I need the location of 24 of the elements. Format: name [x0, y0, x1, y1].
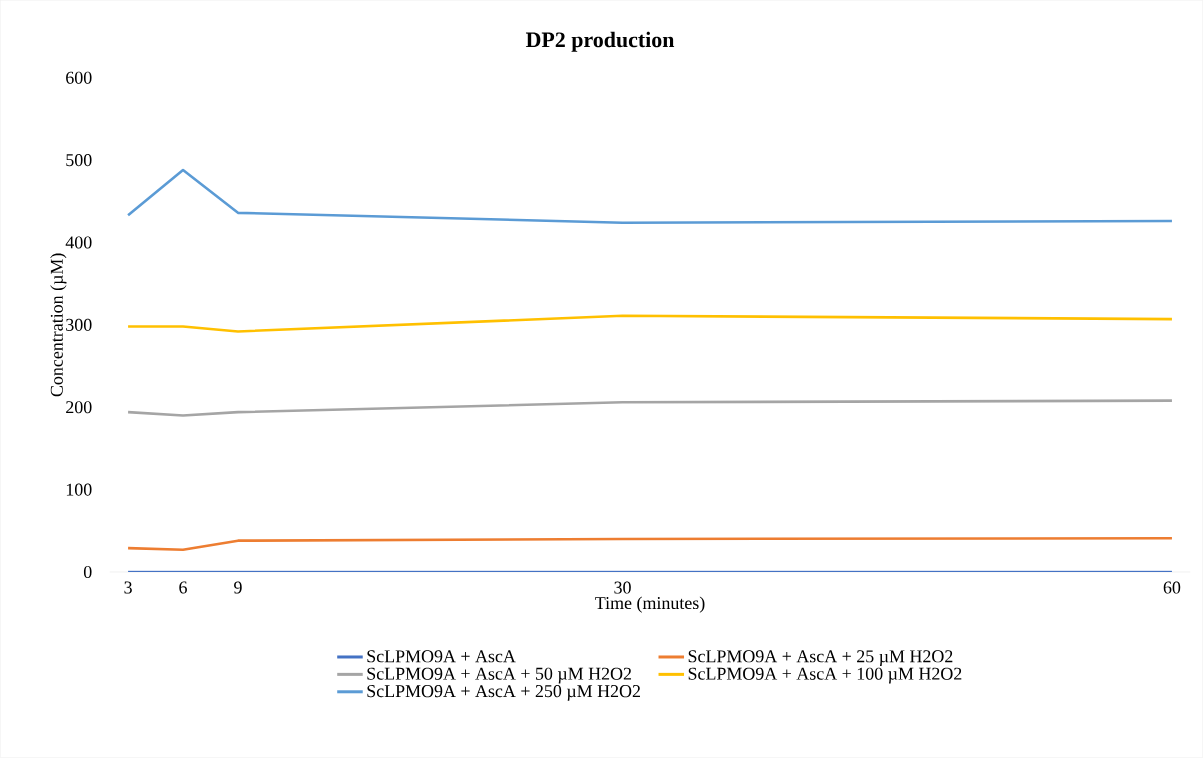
- y-tick-label: 200: [66, 401, 92, 414]
- y-tick-label: 300: [66, 318, 92, 332]
- y-tick-label: 100: [66, 483, 92, 496]
- x-axis-title: Time (minutes): [595, 596, 705, 613]
- y-tick-label: 400: [65, 236, 92, 249]
- line-series: [126, 537, 1174, 552]
- legend-label: ScLPMO9A + AscA + 250 µM H2O2: [367, 685, 640, 701]
- y-tick-label: 0: [83, 566, 92, 579]
- line-series: [126, 399, 1174, 417]
- x-tick-label: 9: [234, 581, 242, 594]
- x-tick-label: 60: [1163, 581, 1181, 594]
- chart-title: DP2 production: [525, 31, 675, 52]
- y-axis-title: Concentration (µM): [50, 253, 67, 397]
- line-series: [126, 168, 1174, 225]
- legend-label: ScLPMO9A + AscA + 25 µM H2O2: [688, 650, 953, 667]
- y-tick-label: 500: [66, 154, 92, 167]
- x-tick-label: 3: [124, 581, 132, 594]
- legend-label: ScLPMO9A + AscA + 100 µM H2O2: [688, 667, 962, 684]
- line-series: [126, 314, 1174, 333]
- legend-label: ScLPMO9A + AscA: [367, 650, 516, 663]
- legend-label: ScLPMO9A + AscA + 50 µM H2O2: [367, 667, 632, 684]
- x-tick-label: 6: [179, 581, 187, 594]
- y-tick-label: 600: [66, 71, 92, 84]
- x-tick-label: 30: [614, 581, 631, 594]
